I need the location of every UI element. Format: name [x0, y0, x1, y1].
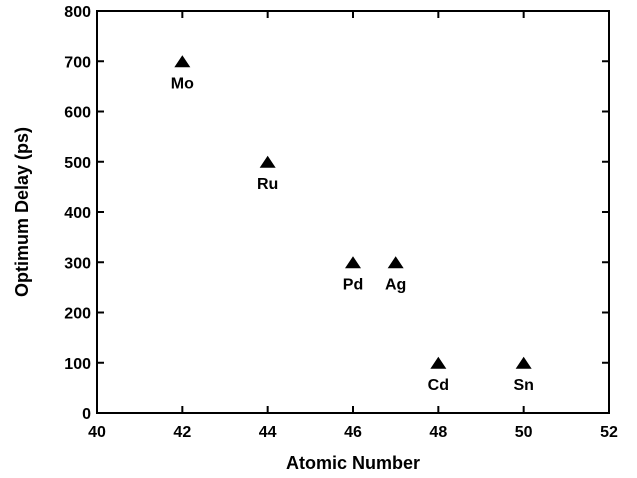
data-point-cd	[430, 356, 447, 369]
data-point-ag	[387, 256, 404, 269]
point-label-pd: Pd	[343, 276, 363, 293]
y-tick-label: 400	[64, 205, 91, 222]
data-point-pd	[345, 256, 361, 269]
x-tick-label: 46	[344, 424, 362, 441]
y-axis: 0 100 200 300 400 500 600 700 800	[64, 4, 609, 423]
data-point-ru	[259, 155, 276, 168]
data-point-sn	[515, 356, 532, 369]
x-tick-label: 42	[173, 424, 191, 441]
x-tick-label: 44	[259, 424, 277, 441]
point-label-sn: Sn	[513, 377, 533, 394]
x-tick-label: 52	[600, 424, 618, 441]
x-tick-label: 40	[88, 424, 106, 441]
y-tick-label: 0	[82, 406, 91, 423]
x-tick-label: 48	[429, 424, 447, 441]
x-axis-title: Atomic Number	[286, 453, 420, 473]
y-axis-title: Optimum Delay (ps)	[12, 127, 32, 297]
y-tick-label: 500	[64, 155, 91, 172]
plot-frame	[96, 10, 610, 414]
data-points: Mo Ru Pd Ag Cd Sn	[171, 55, 534, 394]
y-tick-label: 700	[64, 54, 91, 71]
y-tick-label: 100	[64, 356, 91, 373]
point-label-mo: Mo	[171, 75, 194, 92]
x-tick-label: 50	[515, 424, 533, 441]
y-tick-label: 600	[64, 105, 91, 122]
y-tick-label: 800	[64, 4, 91, 21]
y-tick-label: 300	[64, 255, 91, 272]
point-label-cd: Cd	[428, 377, 449, 394]
data-point-mo	[174, 55, 191, 68]
point-label-ru: Ru	[257, 176, 278, 193]
x-axis: 40 42 44 46 48 50 52	[88, 11, 618, 441]
point-label-ag: Ag	[385, 276, 406, 293]
y-tick-label: 200	[64, 306, 91, 323]
